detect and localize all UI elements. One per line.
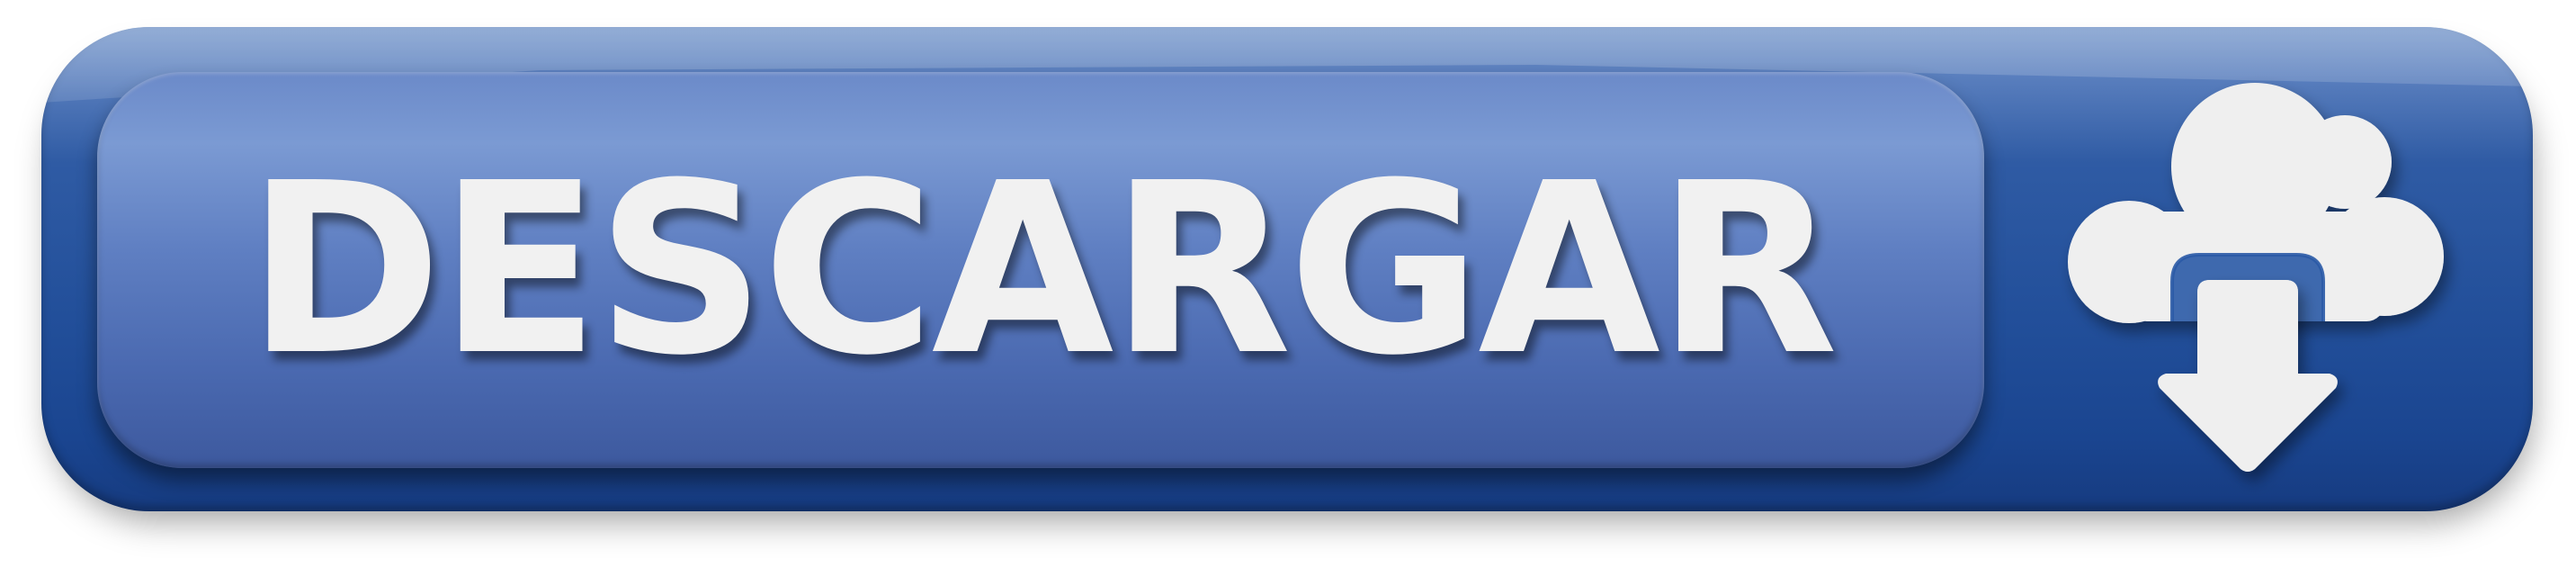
button-label-panel[interactable] bbox=[97, 72, 1984, 468]
cloud-download-icon[interactable] bbox=[2055, 77, 2451, 472]
download-button-label[interactable]: DESCARGAR bbox=[246, 132, 1838, 407]
